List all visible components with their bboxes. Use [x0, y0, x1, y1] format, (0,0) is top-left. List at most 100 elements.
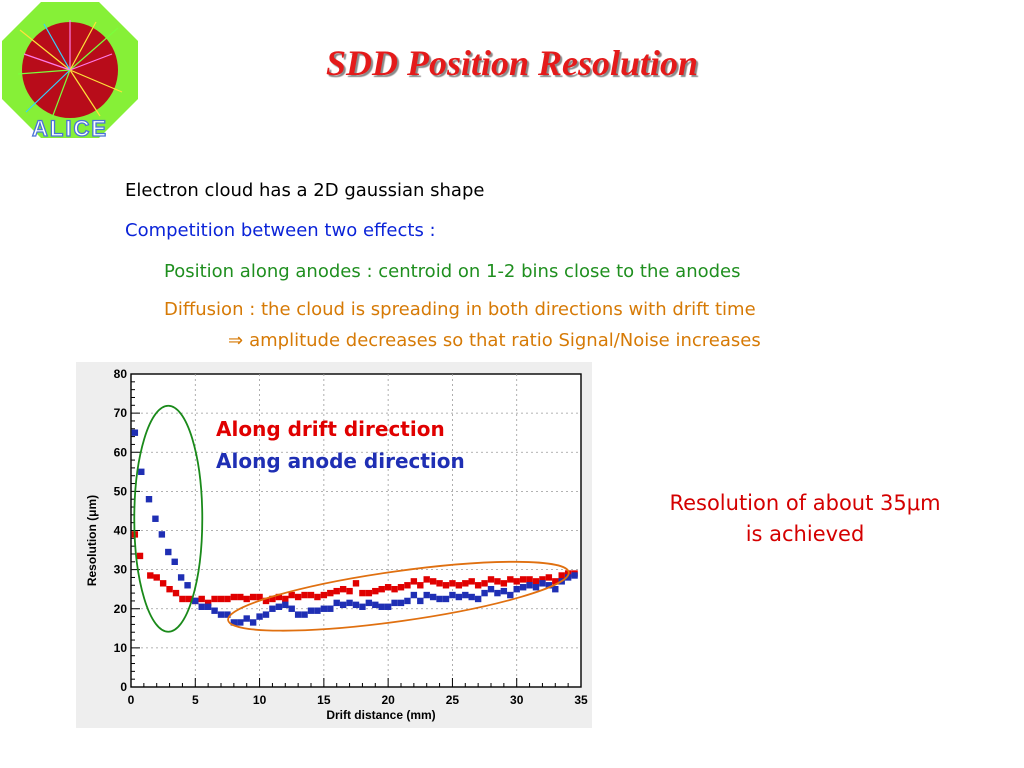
data-point	[256, 613, 263, 620]
data-point	[352, 580, 360, 587]
bullet-competition: Competition between two effects :	[125, 220, 436, 241]
data-point	[365, 589, 373, 597]
data-point	[564, 574, 572, 581]
data-point	[138, 468, 145, 476]
data-point	[237, 619, 244, 626]
data-point	[429, 593, 437, 601]
data-point	[468, 593, 475, 601]
data-point	[474, 595, 482, 603]
data-point	[404, 582, 411, 589]
data-point	[372, 587, 379, 595]
data-point	[539, 580, 546, 587]
data-point	[256, 593, 263, 601]
data-point	[224, 595, 231, 603]
data-point	[507, 576, 514, 583]
bullet-amplitude: ⇒ amplitude decreases so that ratio Signa…	[228, 330, 761, 351]
y-axis-label: Resolution (μm)	[85, 495, 99, 586]
data-point	[487, 576, 495, 583]
data-point	[152, 515, 159, 522]
data-point	[507, 591, 514, 599]
data-point	[526, 582, 533, 589]
y-tick-label: 70	[114, 406, 128, 420]
data-point	[159, 580, 167, 587]
resolution-note: Resolution of about 35μm is achieved	[620, 488, 990, 550]
data-point	[327, 605, 334, 612]
data-point	[158, 531, 166, 538]
data-point	[481, 580, 488, 587]
data-point	[384, 584, 392, 591]
data-point	[339, 585, 347, 593]
data-point	[352, 601, 360, 609]
data-point	[462, 591, 469, 599]
data-point	[552, 578, 559, 585]
data-point	[558, 572, 565, 579]
data-point	[359, 589, 366, 597]
y-tick-label: 10	[114, 641, 128, 655]
data-point	[237, 593, 244, 601]
data-point	[262, 611, 270, 618]
legend-drift-direction: Along drift direction	[216, 417, 445, 441]
data-point	[204, 599, 212, 607]
data-point	[410, 591, 418, 599]
bullet-amplitude-text: amplitude decreases so that ratio Signal…	[249, 330, 761, 351]
x-tick-label: 0	[128, 693, 135, 707]
data-point	[204, 603, 212, 610]
data-point	[172, 589, 180, 597]
data-point	[410, 578, 418, 585]
data-point	[384, 603, 392, 610]
logo-text: ALICE	[32, 116, 108, 140]
data-point	[474, 582, 482, 589]
y-tick-label: 20	[114, 602, 128, 616]
data-point	[294, 593, 302, 601]
data-point	[494, 578, 501, 585]
data-point	[462, 580, 469, 587]
data-point	[243, 615, 250, 622]
data-point	[513, 578, 520, 585]
data-point	[539, 576, 546, 583]
data-point	[166, 585, 173, 593]
data-point	[184, 582, 191, 589]
data-point	[177, 574, 185, 581]
data-point	[436, 580, 443, 587]
resolution-chart: 0 5 10 15 20 25 30 35 0 10 20 30 40 50 60 70 80 Drift dis…	[76, 362, 592, 728]
data-point	[417, 597, 424, 605]
data-point	[526, 576, 533, 583]
data-point	[314, 593, 321, 601]
data-point	[198, 595, 205, 603]
data-point	[307, 591, 315, 599]
data-point	[346, 599, 353, 607]
x-axis-label: Drift distance (mm)	[326, 708, 435, 722]
alice-logo: ALICE	[2, 2, 138, 140]
data-point	[192, 597, 199, 605]
data-point	[571, 572, 578, 579]
data-point	[249, 619, 257, 626]
data-point	[519, 584, 527, 591]
data-point	[249, 593, 257, 601]
data-point	[449, 591, 456, 599]
data-point	[346, 587, 353, 595]
data-point	[391, 599, 398, 607]
bullet-gaussian-shape: Electron cloud has a 2D gaussian shape	[125, 180, 485, 201]
data-point	[307, 607, 315, 614]
data-point	[545, 574, 553, 581]
data-point	[455, 582, 463, 589]
x-tick-label: 25	[446, 693, 460, 707]
data-point	[449, 580, 456, 587]
data-point	[397, 599, 405, 607]
data-point	[532, 584, 540, 591]
data-point	[391, 585, 398, 593]
data-point	[436, 595, 443, 603]
data-point	[423, 576, 430, 583]
data-point	[147, 572, 154, 579]
legend-anode-direction: Along anode direction	[216, 449, 465, 473]
series-anode-direction	[131, 429, 578, 626]
bullet-position-along-anodes: Position along anodes : centroid on 1-2 …	[164, 261, 741, 282]
data-point	[397, 584, 405, 591]
y-tick-label: 30	[114, 563, 128, 577]
data-point	[320, 605, 328, 612]
x-tick-label: 5	[192, 693, 199, 707]
data-point	[269, 595, 276, 603]
data-point	[171, 558, 178, 565]
data-point	[294, 611, 302, 618]
data-point	[198, 603, 205, 610]
